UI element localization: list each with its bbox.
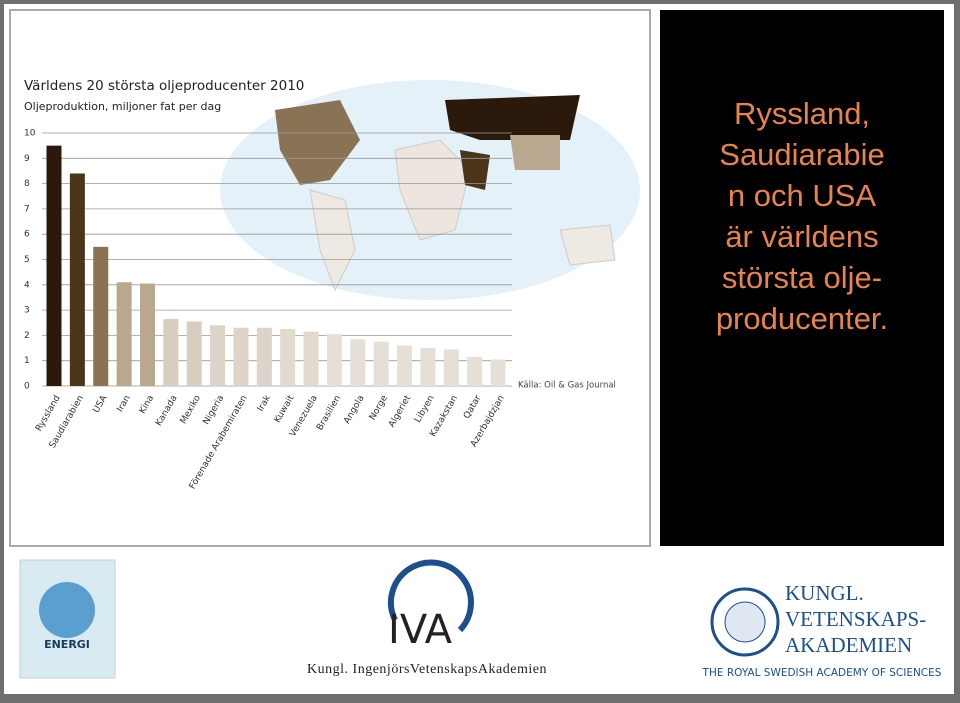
bar (373, 341, 389, 386)
y-tick-label: 8 (24, 179, 30, 189)
bar (280, 329, 296, 386)
bar (350, 339, 366, 386)
kva-line: KUNGL. (785, 581, 864, 605)
y-tick-label: 4 (24, 280, 30, 290)
iva-logo: IVA Kungl. IngenjörsVetenskapsAkademien (307, 559, 547, 677)
y-tick-label: 10 (24, 129, 36, 139)
bar (163, 318, 179, 386)
iva-label: IVA (388, 607, 453, 653)
y-tick-label: 3 (24, 306, 30, 316)
slide-line: n och USA (728, 178, 877, 213)
bar (233, 327, 249, 386)
bar (326, 334, 342, 386)
slide-line: är världens (725, 219, 878, 254)
bar (186, 321, 202, 386)
y-tick-label: 2 (24, 331, 30, 341)
bar (443, 349, 459, 386)
bar (490, 359, 506, 386)
y-tick-label: 6 (24, 230, 30, 240)
slide-line: Ryssland, (734, 96, 870, 131)
kva-line: VETENSKAPS- (785, 607, 926, 631)
slide-line: största olje- (722, 260, 882, 295)
y-tick-label: 9 (24, 154, 30, 164)
y-tick-label: 7 (24, 204, 30, 214)
bar (210, 325, 226, 386)
kva-logo: KUNGL. VETENSKAPS- AKADEMIEN THE ROYAL S… (702, 581, 942, 679)
y-tick-label: 0 (24, 382, 30, 392)
bar (397, 345, 413, 386)
bar (69, 173, 85, 386)
chart-source: Källa: Oil & Gas Journal (518, 381, 616, 391)
bar (420, 348, 436, 386)
slide-line: Saudiarabie (719, 137, 884, 172)
slide-text: Ryssland, Saudiarabie n och USA är världens… (716, 96, 888, 336)
bar (467, 356, 483, 386)
bar (303, 331, 319, 386)
bar (256, 327, 272, 386)
slide-line: producenter. (716, 301, 888, 336)
energi-logo: ENERGI (19, 559, 116, 679)
bar (116, 282, 132, 386)
energi-label: ENERGI (44, 638, 90, 651)
bar (139, 283, 155, 386)
iva-name: Kungl. IngenjörsVetenskapsAkademien (307, 662, 547, 677)
kva-english: THE ROYAL SWEDISH ACADEMY OF SCIENCES (702, 667, 942, 679)
world-map (220, 80, 640, 300)
y-tick-label: 1 (24, 356, 30, 366)
y-tick-label: 5 (24, 255, 30, 265)
bar (93, 246, 109, 386)
text-panel (660, 10, 944, 546)
kva-line: AKADEMIEN (785, 633, 912, 657)
chart-title: Världens 20 största oljeproducenter 2010 (24, 78, 304, 94)
bar (46, 145, 62, 386)
chart-subtitle: Oljeproduktion, miljoner fat per dag (24, 100, 221, 113)
